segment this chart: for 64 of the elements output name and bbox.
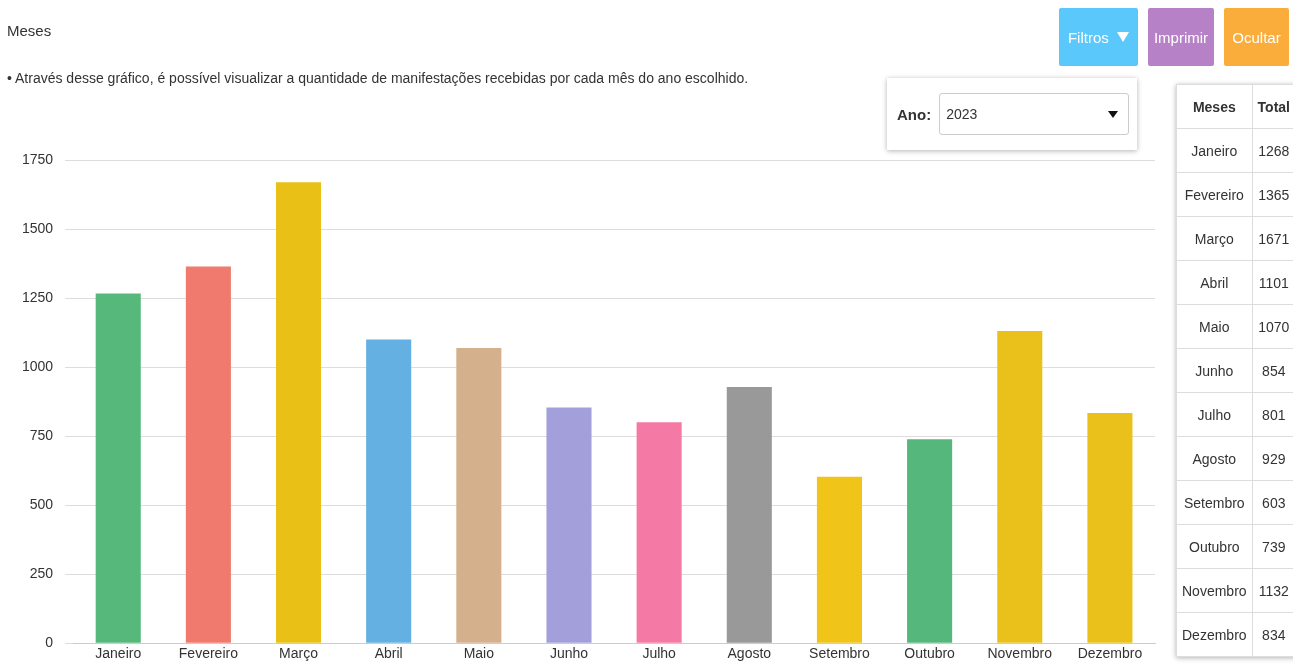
bar	[366, 339, 412, 643]
x-tick-label: Maio	[463, 645, 495, 662]
x-tick-label: Setembro	[809, 645, 871, 662]
text: Junho	[1176, 348, 1253, 393]
text: Total	[1252, 84, 1293, 129]
text: Ano:	[897, 105, 932, 123]
text: Outubro	[1176, 524, 1253, 569]
y-tick-label: 1500	[21, 220, 54, 237]
x-tick-label: Agosto	[727, 645, 772, 662]
text: 854	[1252, 348, 1293, 393]
text: Ocultar	[1224, 8, 1289, 66]
chart-title: Meses	[7, 22, 52, 39]
text: 1101	[1252, 260, 1293, 305]
bar	[95, 293, 141, 643]
text: Imprimir	[1148, 8, 1214, 66]
x-tick-label: Junho	[549, 645, 589, 662]
x-tick-label: Dezembro	[1077, 645, 1143, 662]
text: Abril	[1176, 260, 1253, 305]
bar	[185, 266, 231, 643]
text: Filtros	[1059, 8, 1138, 66]
bar	[275, 182, 322, 643]
bar	[546, 407, 592, 643]
text: Maio	[1176, 304, 1253, 349]
x-tick-label: Fevereiro	[178, 645, 239, 662]
text: 1365	[1252, 172, 1293, 217]
text: 739	[1252, 524, 1293, 569]
y-tick-label: 750	[29, 427, 54, 444]
bar	[636, 422, 682, 643]
text: Meses	[1176, 84, 1253, 129]
text: Novembro	[1176, 568, 1253, 613]
text: Agosto	[1176, 436, 1253, 481]
text: 1671	[1252, 216, 1293, 261]
x-tick-label: Novembro	[987, 645, 1053, 662]
y-tick-label: 0	[45, 634, 54, 651]
text: Janeiro	[1176, 128, 1253, 173]
bar	[1087, 413, 1133, 643]
x-tick-label: Abril	[374, 645, 403, 662]
text: 1132	[1252, 568, 1293, 613]
y-tick-label: 250	[29, 565, 54, 582]
x-tick-label: Julho	[642, 645, 677, 662]
chart-subtitle: • Através desse gráfico, é possível visualizar a quantidade de manifestações recebidas por cada mês do ano escolhido.	[7, 70, 749, 86]
y-tick-label: 1750	[21, 151, 54, 168]
text: 1268	[1252, 128, 1293, 173]
bar	[726, 386, 772, 643]
text: 1070	[1252, 304, 1293, 349]
text: Fevereiro	[1176, 172, 1253, 217]
text: Março	[1176, 216, 1253, 261]
text: Setembro	[1176, 480, 1253, 525]
bar	[997, 330, 1043, 643]
text: Julho	[1176, 392, 1253, 437]
text: 834	[1252, 612, 1293, 657]
x-tick-label: Outubro	[904, 645, 956, 662]
bar	[907, 439, 953, 643]
bar	[456, 348, 502, 643]
text: 2023	[946, 106, 978, 122]
text: 929	[1252, 436, 1293, 481]
bar	[816, 476, 862, 643]
x-tick-label: Janeiro	[95, 645, 142, 662]
y-tick-label: 1000	[21, 358, 54, 375]
x-tick-label: Março	[279, 645, 319, 662]
text: 801	[1252, 392, 1293, 437]
y-tick-label: 1250	[21, 289, 54, 306]
y-tick-label: 500	[29, 496, 54, 513]
text: 603	[1252, 480, 1293, 525]
